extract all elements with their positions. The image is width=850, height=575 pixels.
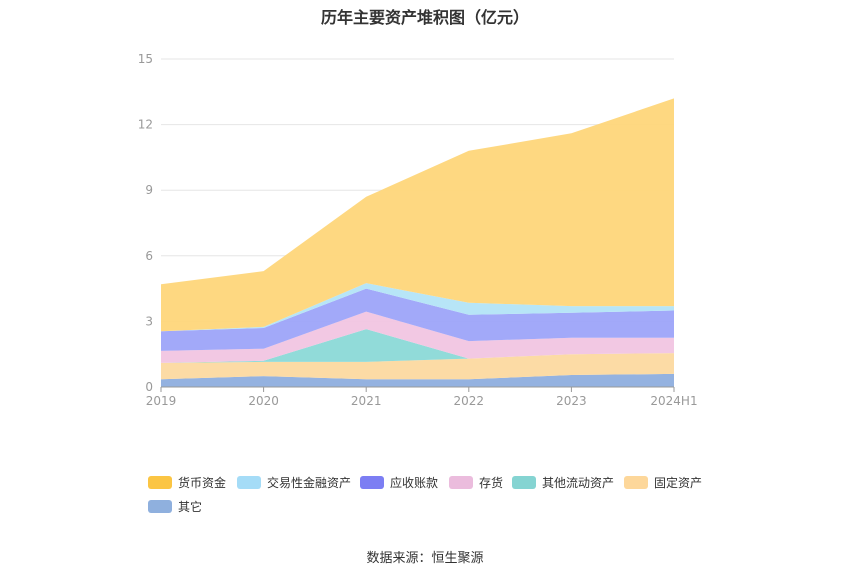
legend-swatch [148, 476, 172, 489]
axes: 0 3 6 9 12 15 2019 2020 2021 2022 2023 2024H1 [138, 52, 698, 408]
area-货币资金[interactable] [161, 98, 674, 332]
y-tick-label: 9 [145, 183, 153, 197]
legend-label: 应收账款 [390, 476, 439, 490]
legend-item-huobi[interactable]: 货币资金 [148, 474, 226, 491]
y-tick-label: 6 [145, 249, 153, 263]
area-其它[interactable] [161, 373, 674, 387]
y-tick-label: 15 [138, 52, 153, 66]
legend-item-jiaoyixing[interactable]: 交易性金融资产 [237, 474, 351, 491]
legend-label: 固定资产 [654, 476, 703, 490]
legend-swatch [624, 476, 648, 489]
legend-label: 其他流动资产 [542, 476, 615, 490]
x-tick-label: 2019 [146, 394, 177, 408]
x-tick-label: 2024H1 [650, 394, 697, 408]
legend-label: 存货 [479, 476, 504, 490]
legend-swatch [148, 500, 172, 513]
x-tick-label: 2021 [351, 394, 382, 408]
stacked-area-chart: 0 3 6 9 12 15 2019 2020 2021 2022 2023 2024H1 [138, 52, 698, 408]
x-tick-label: 2020 [248, 394, 279, 408]
legend-item-qitaliudong[interactable]: 其他流动资产 [512, 474, 614, 491]
legend-label: 交易性金融资产 [267, 476, 352, 490]
legend-label: 货币资金 [178, 476, 227, 490]
area-固定资产[interactable] [161, 353, 674, 380]
y-tick-label: 0 [145, 380, 153, 394]
legend-item-cunhuo[interactable]: 存货 [449, 474, 503, 491]
area-应收账款[interactable] [161, 288, 674, 351]
legend-swatch [449, 476, 473, 489]
legend-label: 其它 [178, 500, 203, 514]
legend-swatch [512, 476, 536, 489]
area-其他流动资产[interactable] [161, 329, 674, 363]
y-tick-label: 12 [138, 118, 153, 132]
x-tick-label: 2023 [556, 394, 587, 408]
x-tick-label: 2022 [454, 394, 485, 408]
area-交易性金融资产[interactable] [161, 283, 674, 332]
legend-item-guding[interactable]: 固定资产 [624, 474, 702, 491]
area-series [161, 98, 674, 387]
legend-item-yingshou[interactable]: 应收账款 [360, 474, 438, 491]
legend-item-qita[interactable]: 其它 [148, 498, 202, 515]
legend-swatch [237, 476, 261, 489]
chart-title: 历年主要资产堆积图（亿元） [320, 8, 529, 27]
data-source: 数据来源：恒生聚源 [366, 551, 484, 566]
area-存货[interactable] [161, 311, 674, 363]
legend-swatch [360, 476, 384, 489]
y-tick-label: 3 [145, 314, 153, 328]
